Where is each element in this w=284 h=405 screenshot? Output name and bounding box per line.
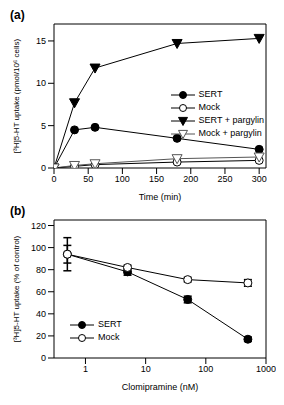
svg-text:5: 5 [41, 121, 46, 131]
html-text:Mock: Mock [98, 332, 120, 342]
svg-text:150: 150 [149, 174, 164, 184]
svg-text:100: 100 [31, 243, 46, 253]
svg-text:100: 100 [198, 364, 213, 374]
svg-text:1000: 1000 [256, 364, 276, 374]
html-text:SERT + pargylin: SERT + pargylin [198, 115, 264, 125]
svg-text:20: 20 [36, 331, 46, 341]
html-text:Mock: Mock [198, 102, 221, 112]
svg-text:50: 50 [83, 174, 93, 184]
html-text:SERT: SERT [98, 319, 122, 329]
svg-text:[³H]5-HT uptake (pmol/10⁶ cell: [³H]5-HT uptake (pmol/10⁶ cells) [12, 39, 21, 154]
svg-text:80: 80 [36, 265, 46, 275]
svg-text:0: 0 [41, 353, 46, 363]
svg-text:250: 250 [217, 174, 232, 184]
svg-text:0: 0 [51, 174, 56, 184]
html-text:(a): (a) [10, 8, 25, 22]
svg-text:60: 60 [36, 287, 46, 297]
svg-text:Clomipramine (nM): Clomipramine (nM) [122, 382, 199, 392]
svg-text:120: 120 [31, 221, 46, 231]
svg-text:100: 100 [115, 174, 130, 184]
svg-text:200: 200 [183, 174, 198, 184]
html-text:(b): (b) [10, 204, 26, 218]
svg-text:40: 40 [36, 309, 46, 319]
svg-text:10: 10 [36, 78, 46, 88]
svg-text:Time (min): Time (min) [139, 192, 182, 202]
html-text:Mock + pargylin: Mock + pargylin [198, 128, 262, 138]
svg-text:10: 10 [141, 364, 151, 374]
svg-text:[³H]5-HT uptake (% of control): [³H]5-HT uptake (% of control) [12, 235, 21, 342]
svg-text:300: 300 [252, 174, 267, 184]
svg-text:0: 0 [41, 163, 46, 173]
svg-text:15: 15 [36, 36, 46, 46]
svg-text:1: 1 [83, 364, 88, 374]
html-text:SERT: SERT [198, 89, 223, 99]
